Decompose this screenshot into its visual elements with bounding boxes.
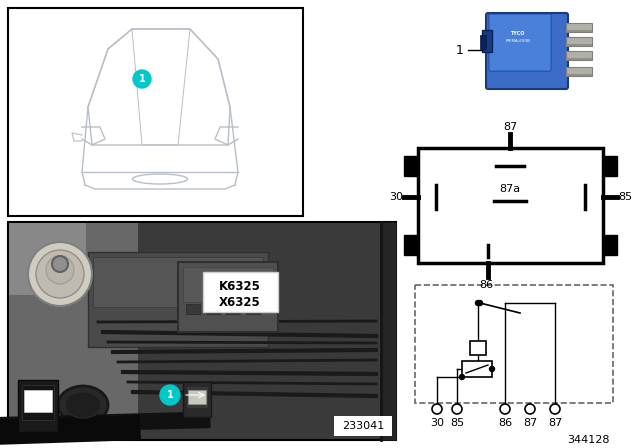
- Bar: [22, 385, 54, 420]
- Text: 1: 1: [456, 43, 464, 56]
- Text: 30: 30: [430, 418, 444, 428]
- FancyBboxPatch shape: [489, 14, 551, 71]
- Bar: [24, 390, 52, 412]
- Bar: [8, 8, 303, 216]
- Text: 86: 86: [479, 280, 493, 290]
- Circle shape: [452, 404, 462, 414]
- Bar: [566, 51, 592, 60]
- Ellipse shape: [65, 392, 101, 418]
- Bar: [415, 285, 613, 403]
- Circle shape: [460, 375, 465, 379]
- Bar: [566, 67, 592, 76]
- Ellipse shape: [58, 386, 108, 424]
- Bar: [206, 304, 220, 314]
- Circle shape: [500, 404, 510, 414]
- Bar: [566, 58, 592, 60]
- Text: X6325: X6325: [219, 296, 261, 309]
- Bar: [178, 262, 278, 332]
- Circle shape: [525, 404, 535, 414]
- Bar: [18, 380, 58, 432]
- Bar: [93, 257, 263, 307]
- Bar: [603, 156, 617, 176]
- Bar: [418, 148, 603, 263]
- Bar: [603, 235, 617, 255]
- Bar: [381, 222, 396, 440]
- Text: PRIMA-690B: PRIMA-690B: [506, 39, 531, 43]
- Bar: [203, 272, 278, 312]
- Bar: [9, 223, 138, 439]
- Bar: [566, 37, 592, 46]
- Bar: [246, 304, 260, 314]
- Bar: [186, 386, 208, 408]
- Text: 87: 87: [548, 418, 562, 428]
- Bar: [480, 35, 486, 49]
- Bar: [8, 222, 396, 440]
- Text: 1: 1: [166, 390, 173, 400]
- Bar: [183, 267, 273, 302]
- Circle shape: [52, 256, 68, 272]
- Text: 86: 86: [498, 418, 512, 428]
- Text: 87a: 87a: [499, 184, 520, 194]
- Bar: [404, 235, 418, 255]
- Bar: [188, 390, 206, 404]
- Text: 344128: 344128: [568, 435, 610, 445]
- Text: 1: 1: [139, 74, 145, 84]
- Text: 85: 85: [450, 418, 464, 428]
- Text: 233041: 233041: [342, 421, 384, 431]
- Circle shape: [432, 404, 442, 414]
- Bar: [566, 23, 592, 32]
- Circle shape: [46, 256, 74, 284]
- Bar: [186, 304, 200, 314]
- Text: 30: 30: [389, 192, 403, 202]
- Circle shape: [133, 70, 151, 88]
- Text: TYCO: TYCO: [511, 30, 525, 35]
- Bar: [470, 341, 486, 355]
- Bar: [226, 304, 240, 314]
- Bar: [566, 30, 592, 32]
- Circle shape: [160, 385, 180, 405]
- Circle shape: [490, 366, 495, 371]
- Bar: [88, 252, 268, 347]
- Bar: [183, 382, 211, 417]
- Text: 85: 85: [618, 192, 632, 202]
- Bar: [566, 44, 592, 46]
- FancyBboxPatch shape: [486, 13, 568, 89]
- Text: 87: 87: [523, 418, 537, 428]
- Bar: [334, 416, 392, 436]
- Circle shape: [550, 404, 560, 414]
- Bar: [566, 74, 592, 76]
- Text: K6325: K6325: [219, 280, 261, 293]
- Circle shape: [36, 250, 84, 298]
- Bar: [482, 30, 492, 52]
- Circle shape: [477, 301, 483, 306]
- Text: 87: 87: [503, 122, 517, 132]
- Bar: [404, 156, 418, 176]
- Bar: [462, 361, 492, 377]
- Circle shape: [476, 301, 481, 306]
- Circle shape: [28, 242, 92, 306]
- Bar: [9, 223, 86, 295]
